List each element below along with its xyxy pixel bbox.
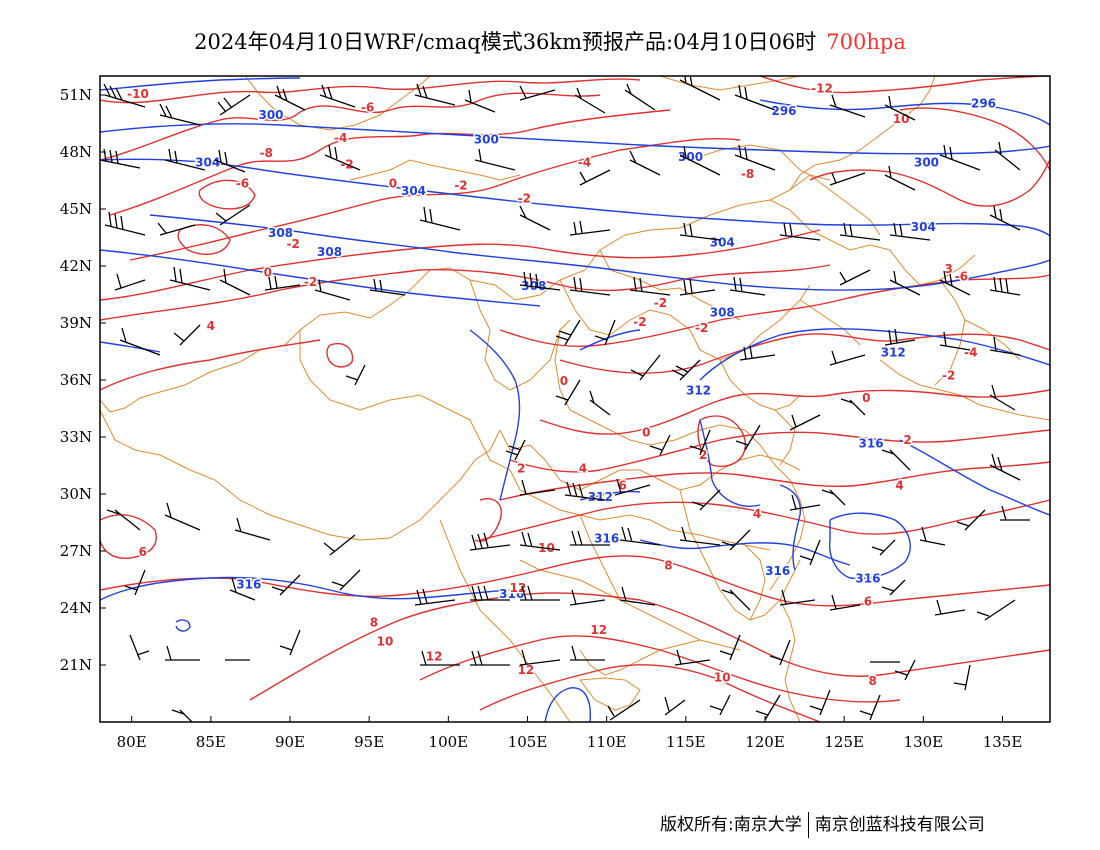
temperature-contour-label: -2: [654, 296, 667, 310]
height-contour-label: 304: [195, 156, 220, 170]
height-contour-label: 304: [710, 235, 735, 249]
height-contour-label: 316: [594, 532, 619, 546]
y-tick-label: 48N: [60, 143, 92, 161]
copyright-footer: 版权所有:南京大学 南京创蓝科技有限公司: [660, 810, 985, 838]
temperature-contour-label: -4: [578, 156, 591, 170]
y-tick-label: 51N: [60, 86, 92, 104]
temperature-contour-label: -2: [454, 178, 467, 192]
temperature-contour-label: 4: [753, 507, 761, 521]
height-contour-label: 304: [911, 220, 936, 234]
y-tick-label: 21N: [60, 656, 92, 674]
plot-frame: [100, 76, 1050, 722]
wind-barbs: [100, 71, 1030, 725]
y-tick-label: 24N: [60, 599, 92, 617]
temperature-contour-label: -8: [741, 167, 754, 181]
height-contour-label: 300: [914, 156, 939, 170]
temperature-contour-label: -2: [286, 237, 299, 251]
x-tick-label: 90E: [275, 733, 305, 751]
y-tick-label: 39N: [60, 314, 92, 332]
y-axis: 51N 48N 45N 42N 39N 36N 33N 30N 27N 24N 21N: [60, 86, 106, 674]
temperature-contour-label: 8: [370, 615, 378, 629]
x-tick-label: 135E: [983, 733, 1023, 751]
temperature-contour-label: -6: [955, 270, 968, 284]
temperature-contour-label: 10: [714, 670, 731, 684]
temperature-contour-label: -10: [127, 87, 149, 101]
temperature-contour-label: 10: [893, 112, 910, 126]
height-contour-label: 308: [710, 306, 735, 320]
y-tick-label: 30N: [60, 485, 92, 503]
temperature-contour-label: 2: [903, 433, 911, 447]
temperature-contour-label: -4: [334, 131, 347, 145]
height-contours: [100, 78, 1050, 722]
temperature-contour-label: 12: [590, 623, 607, 637]
temperature-contour-label: -2: [633, 315, 646, 329]
height-contour-label: 316: [765, 564, 790, 578]
temperature-contour-label: -6: [236, 176, 249, 190]
temperature-contour-label: 0: [642, 425, 650, 439]
height-contour-label: 312: [588, 490, 613, 504]
x-tick-label: 100E: [429, 733, 469, 751]
height-contour-label: 308: [317, 245, 342, 259]
temperature-contour-label: 4: [207, 319, 215, 333]
copyright-left: 版权所有:南京大学: [660, 815, 802, 835]
x-tick-label: 80E: [117, 733, 147, 751]
temperature-contour-label: 8: [868, 674, 876, 688]
temperature-contour-label: 6: [618, 479, 626, 493]
temperature-contour-label: 6: [864, 594, 872, 608]
y-tick-label: 33N: [60, 428, 92, 446]
temperature-contour-label: 4: [579, 461, 587, 475]
height-contour-label: 300: [678, 150, 703, 164]
temperature-contour-label: 6: [139, 545, 147, 559]
height-contour-label: 300: [258, 108, 283, 122]
x-tick-label: 125E: [824, 733, 864, 751]
temperature-contour-label: 3: [944, 262, 952, 276]
height-contour-label: 316: [859, 437, 884, 451]
height-contour-label: 316: [855, 572, 880, 586]
boundary-lines: [100, 76, 1050, 722]
temperature-contours: [100, 76, 1050, 722]
height-contour-label: 304: [401, 184, 426, 198]
temperature-contour-label: -2: [304, 275, 317, 289]
temperature-contour-label: -2: [518, 192, 531, 206]
x-tick-label: 105E: [508, 733, 548, 751]
height-contour-label: 296: [971, 97, 996, 111]
temperature-contour-label: 2: [517, 461, 525, 475]
y-tick-label: 42N: [60, 257, 92, 275]
x-tick-label: 85E: [196, 733, 226, 751]
y-tick-label: 45N: [60, 200, 92, 218]
temperature-contour-label: -2: [695, 321, 708, 335]
x-tick-label: 120E: [745, 733, 785, 751]
x-tick-label: 130E: [904, 733, 944, 751]
y-tick-label: 27N: [60, 542, 92, 560]
x-tick-label: 95E: [354, 733, 384, 751]
copyright-right: 南京创蓝科技有限公司: [815, 815, 985, 835]
temperature-contour-label: 4: [895, 479, 903, 493]
temperature-contour-label: 12: [426, 650, 443, 664]
temperature-contour-label: 0: [389, 176, 397, 190]
footer-separator: [808, 812, 809, 838]
temperature-contour-label: 8: [664, 558, 672, 572]
height-contour-label: 296: [771, 104, 796, 118]
height-contour-label: 312: [881, 346, 906, 360]
temperature-contour-label: -6: [361, 100, 374, 114]
temperature-contour-label: 10: [377, 634, 394, 648]
y-tick-label: 36N: [60, 371, 92, 389]
temperature-contour-label: 0: [862, 391, 870, 405]
height-contour-label: 316: [236, 577, 261, 591]
temperature-contour-label: -8: [260, 146, 273, 160]
height-contour-label: 300: [474, 133, 499, 147]
height-contour-label: 312: [686, 384, 711, 398]
temperature-contour-label: -4: [964, 346, 977, 360]
x-tick-label: 110E: [587, 733, 627, 751]
temperature-contour-label: 0: [560, 374, 568, 388]
temperature-contour-label: -12: [811, 81, 833, 95]
x-tick-label: 115E: [666, 733, 706, 751]
temperature-contour-label: -2: [942, 368, 955, 382]
temperature-labels: -10 -6 -8 -4 -6 -2 0 -2 -4 -12 10 -8 -2 -2 0 -2 4 -2 -2 -2 0…: [127, 81, 977, 688]
temperature-contour-label: 0: [264, 266, 272, 280]
